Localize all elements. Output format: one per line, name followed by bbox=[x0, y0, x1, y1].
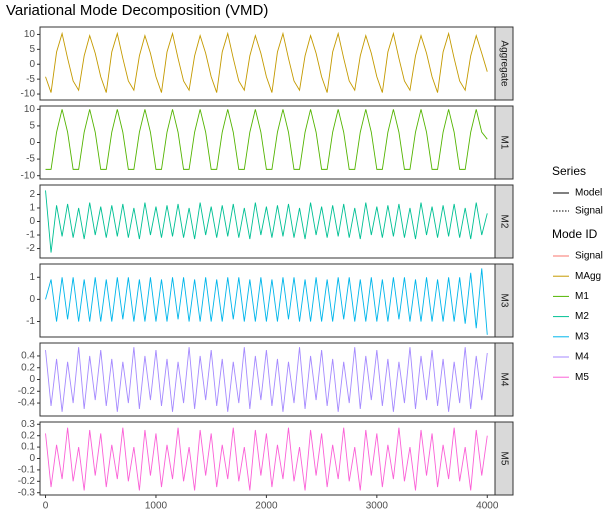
strip-label: M4 bbox=[498, 373, 509, 387]
strip bbox=[494, 421, 514, 496]
x-tick-label: 2000 bbox=[255, 501, 278, 512]
panel-border bbox=[39, 26, 496, 101]
strip-label: Aggregate bbox=[498, 40, 509, 87]
panel-border bbox=[39, 421, 496, 496]
y-tick-label: 0 bbox=[29, 216, 35, 227]
mode-line bbox=[45, 31, 488, 93]
mode-line bbox=[45, 190, 488, 253]
legend-label: M1 bbox=[575, 291, 589, 302]
chart-title: Variational Mode Decomposition (VMD) bbox=[6, 2, 268, 19]
legend-label: MAgg bbox=[575, 271, 601, 282]
mode-line bbox=[45, 347, 488, 412]
y-tick-label: 10 bbox=[24, 29, 36, 40]
y-tick-label: 0.1 bbox=[21, 442, 35, 453]
y-tick-label: -0.3 bbox=[18, 487, 36, 498]
y-tick-label: -0.2 bbox=[18, 476, 36, 487]
legend-label: M2 bbox=[575, 311, 589, 322]
legend-label: Signal bbox=[575, 251, 603, 262]
panel-border bbox=[39, 184, 496, 259]
y-tick-label: 0 bbox=[29, 137, 35, 148]
legend-label: M4 bbox=[575, 352, 589, 363]
strip bbox=[494, 184, 514, 259]
y-tick-label: 5 bbox=[29, 44, 35, 55]
y-tick-label: -0.4 bbox=[18, 398, 36, 409]
y-tick-label: 0.2 bbox=[21, 362, 35, 373]
strip bbox=[494, 105, 514, 180]
strip bbox=[494, 342, 514, 417]
legend-label: M5 bbox=[575, 372, 589, 383]
y-tick-label: -10 bbox=[21, 89, 36, 100]
strip bbox=[494, 263, 514, 338]
x-tick-label: 1000 bbox=[145, 501, 168, 512]
y-tick-label: 0 bbox=[29, 453, 35, 464]
y-tick-label: 2 bbox=[29, 189, 35, 200]
y-tick-label: 0 bbox=[29, 59, 35, 70]
legend-label: Model bbox=[575, 188, 602, 199]
strip-label: M2 bbox=[498, 215, 509, 229]
y-tick-label: -10 bbox=[21, 170, 36, 181]
y-tick-label: -5 bbox=[26, 74, 35, 85]
panel-border bbox=[39, 342, 496, 417]
panel-border bbox=[39, 105, 496, 180]
y-tick-label: 0 bbox=[29, 374, 35, 385]
y-tick-label: 0 bbox=[29, 294, 35, 305]
panel-border bbox=[39, 263, 496, 338]
mode-line bbox=[45, 109, 488, 170]
strip bbox=[494, 26, 514, 101]
strip-label: M3 bbox=[498, 294, 509, 308]
x-tick-label: 4000 bbox=[476, 501, 499, 512]
x-tick-label: 0 bbox=[43, 501, 49, 512]
y-tick-label: 0.4 bbox=[21, 351, 35, 362]
legend-label: M3 bbox=[575, 331, 589, 342]
strip-label: M5 bbox=[498, 452, 509, 466]
y-tick-label: 10 bbox=[24, 104, 36, 115]
y-tick-label: 1 bbox=[29, 203, 35, 214]
x-tick-label: 3000 bbox=[366, 501, 389, 512]
y-tick-label: -1 bbox=[26, 316, 35, 327]
y-tick-label: -1 bbox=[26, 230, 35, 241]
y-tick-label: -2 bbox=[26, 243, 35, 254]
mode-line bbox=[45, 427, 488, 491]
mode-line bbox=[45, 268, 488, 335]
legend-title: Mode ID bbox=[552, 227, 598, 241]
y-tick-label: 0.3 bbox=[21, 419, 35, 430]
y-tick-label: -0.2 bbox=[18, 386, 36, 397]
y-tick-label: -0.1 bbox=[18, 465, 36, 476]
y-tick-label: 0.2 bbox=[21, 430, 35, 441]
y-tick-label: 5 bbox=[29, 121, 35, 132]
strip-label: M1 bbox=[498, 136, 509, 150]
y-tick-label: 1 bbox=[29, 272, 35, 283]
legend-label: Signal bbox=[575, 206, 603, 217]
y-tick-label: -5 bbox=[26, 154, 35, 165]
legend-title: Series bbox=[552, 164, 586, 178]
